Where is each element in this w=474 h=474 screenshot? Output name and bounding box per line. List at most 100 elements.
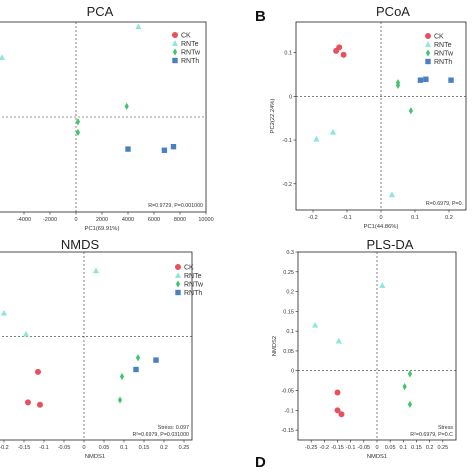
y-tick-label: -0.1 [283, 138, 292, 144]
x-axis-label: NMDS1 [85, 454, 105, 460]
series-rnth [125, 143, 177, 153]
legend-label-rnth: RNTh [181, 58, 199, 65]
panel-a: PCA -4000 -2000 0 2000 4000 6000 8000 10000 PC1(6… [0, 4, 214, 232]
point-rnth [448, 77, 454, 83]
legend-label-rntw: RNTw [184, 282, 204, 289]
x-tick-label: 0.25 [179, 445, 190, 451]
point-rntw [407, 400, 413, 408]
point-ck [334, 389, 341, 396]
y-tick-label: 0.25 [283, 270, 294, 276]
stat-annotation: Stress [438, 425, 453, 431]
x-tick-label: 0 [375, 445, 378, 451]
series-ck [334, 389, 345, 418]
x-tick-label: -0.05 [58, 445, 71, 451]
point-rnth [170, 143, 177, 150]
point-rntw [395, 79, 401, 87]
x-tick-label: -0.05 [358, 445, 371, 451]
stat-annotation: Stress: 0.097 [158, 425, 189, 431]
x-tick-label: 4000 [122, 217, 134, 223]
stat-annotation: R=0.9729, P=0.001000 [148, 203, 203, 209]
legend-label-rntw: RNTw [434, 51, 454, 58]
y-axis-label: NMDS2 [272, 336, 278, 356]
x-tick-label: -0.15 [331, 445, 344, 451]
stat-annotation: R²=0.6979, P=0.C [410, 432, 453, 438]
x-tick-label: 0.1 [411, 215, 419, 221]
point-rntw [408, 107, 414, 115]
point-ck [35, 368, 41, 375]
x-tick-label: 0.05 [385, 445, 396, 451]
panel-title: PCoA [376, 4, 410, 19]
point-rnte [22, 330, 30, 337]
legend-marker-rnte [174, 272, 182, 278]
x-tick-label: 0.2 [160, 445, 168, 451]
y-tick-label: 0.3 [286, 250, 294, 256]
legend-marker-rntw [425, 49, 431, 57]
y-tick-label: 0.05 [283, 349, 294, 355]
legend-marker-ck [172, 32, 178, 38]
stat-annotation: R²=0.6979, P=0.031000 [132, 432, 189, 438]
y-tick-label: -0.1 [285, 408, 294, 414]
legend-label-rnth: RNTh [434, 59, 452, 66]
legend-marker-rntw [175, 280, 181, 288]
x-tick-label: 10000 [198, 217, 213, 223]
series-rnte [0, 267, 100, 337]
x-tick-label: 6000 [148, 217, 160, 223]
x-tick-label: 0 [74, 217, 77, 223]
series-rntw [395, 79, 414, 115]
y-axis-label: PC2(22.24%) [270, 99, 276, 134]
point-rnth [417, 77, 424, 83]
series-rnth [417, 76, 454, 83]
x-tick-label: -0.1 [346, 445, 355, 451]
panel-title: NMDS [61, 237, 100, 252]
point-rnte [329, 128, 337, 135]
x-tick-label: -0.2 [320, 445, 329, 451]
x-tick-label: 0.2 [445, 215, 453, 221]
point-rntw [407, 370, 413, 378]
legend-label-rnte: RNTe [181, 41, 199, 48]
y-tick-label: -0.05 [281, 389, 294, 395]
x-tick-label: 0.2 [426, 445, 434, 451]
x-tick-label: 0.25 [437, 445, 448, 451]
panel-label: B [255, 8, 266, 25]
point-rntw [135, 354, 141, 362]
point-rnte [92, 267, 100, 274]
panel-d: PLS-DAD-0.25 -0.2 -0.15 -0.1 -0.05 0 0.05 0.1 0.… [255, 237, 457, 471]
x-tick-label: -0.25 [305, 445, 318, 451]
y-tick-label: 0.15 [283, 309, 294, 315]
x-axis-label: PC1(69.91%) [85, 226, 120, 232]
x-tick-label: -0.1 [39, 445, 48, 451]
x-tick-label: -4000 [17, 217, 31, 223]
series-rntw [117, 354, 141, 404]
plot-frame [0, 251, 193, 441]
x-axis-label: NMDS1 [367, 454, 387, 460]
y-tick-label: 0.2 [286, 290, 294, 296]
legend-marker-rnte [171, 40, 179, 46]
panel-title: PLS-DA [367, 237, 414, 252]
point-rnte [379, 282, 386, 289]
panel-b: PCoA B -0.2 -0.1 0 0.1 0.2 -0.2 -0.1 0 0.1 PC1(44.8… [255, 4, 467, 230]
x-tick-label: 2000 [96, 217, 108, 223]
legend-marker-ck [175, 264, 181, 270]
series-ck [333, 44, 347, 58]
point-rntw [124, 102, 129, 110]
x-tick-label: 0.1 [120, 445, 128, 451]
y-tick-label: -0.2 [283, 182, 292, 188]
legend-label-ck: CK [184, 265, 194, 272]
point-ck [25, 399, 31, 406]
x-tick-label: -0.2 [308, 215, 317, 221]
point-rnte [0, 309, 8, 316]
series-ck [25, 368, 43, 408]
x-tick-label: 0 [82, 445, 85, 451]
point-rntw [402, 382, 407, 391]
x-tick-label: 0.1 [400, 445, 408, 451]
point-rnth [133, 366, 139, 373]
y-tick-label: 0 [289, 94, 292, 100]
panel-c: NMDS -0.2 -0.15 -0.1 -0.05 0 0.05 0.1 0.15 0.2 0.2… [0, 237, 204, 460]
panel-title: PCA [87, 4, 114, 19]
y-tick-label: 0.1 [286, 329, 294, 335]
legend-marker-rntw [172, 48, 178, 56]
point-rnth [161, 147, 168, 153]
